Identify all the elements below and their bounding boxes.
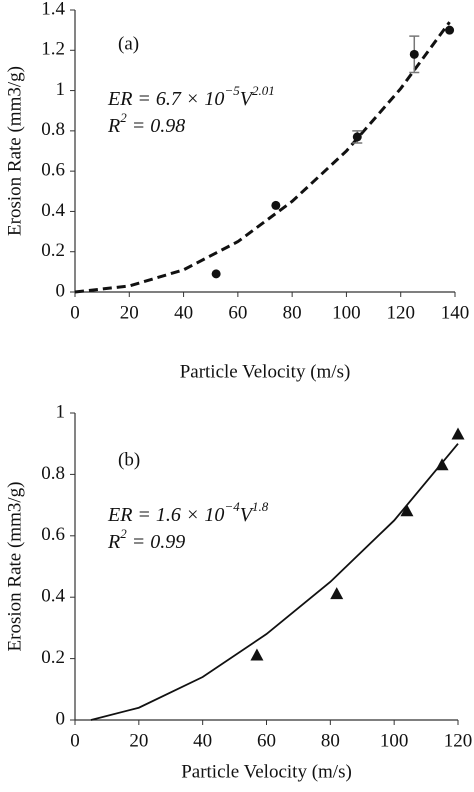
data-point: [352, 132, 362, 142]
panel-label: (a): [118, 33, 139, 54]
x-tick-label: 60: [257, 730, 276, 751]
y-axis-label: Erosion Rate (mm3/g): [4, 482, 25, 652]
equation-part: V: [240, 88, 255, 110]
x-tick-label: 100: [332, 302, 361, 323]
y-tick-label: 0.8: [41, 119, 65, 140]
y-tick-label: 0.2: [41, 240, 65, 261]
x-tick-label: 60: [228, 302, 247, 323]
data-point: [250, 648, 264, 661]
superscript: 2.01: [252, 83, 275, 98]
equation-part: = 0.99: [127, 531, 186, 553]
equation-part: R: [107, 531, 120, 553]
x-tick-label: 120: [386, 302, 415, 323]
x-tick-label: 80: [321, 730, 340, 751]
x-tick-label: 20: [120, 302, 139, 323]
x-tick-label: 100: [380, 730, 409, 751]
data-point: [445, 25, 455, 35]
y-tick-label: 0: [56, 708, 66, 729]
equation-part: V: [240, 504, 255, 526]
x-tick-label: 140: [441, 302, 470, 323]
x-tick-label: 20: [129, 730, 148, 751]
data-point: [211, 269, 221, 279]
y-tick-label: 0.4: [41, 200, 65, 221]
superscript: 2: [120, 110, 127, 125]
y-tick-label: 0.4: [41, 586, 65, 607]
y-axis-label: Erosion Rate (mm3/g): [4, 66, 25, 236]
fit-curve: [74, 21, 451, 294]
superscript: 1.8: [252, 499, 269, 514]
x-tick-label: 120: [444, 730, 473, 751]
x-tick-label: 0: [70, 302, 80, 323]
y-tick-label: 0.6: [41, 160, 65, 181]
y-tick-label: 0.8: [41, 463, 65, 484]
y-tick-label: 0: [56, 280, 66, 301]
x-axis-label: Particle Velocity (m/s): [180, 361, 351, 382]
x-axis-label: Particle Velocity (m/s): [181, 761, 352, 782]
x-tick-label: 0: [70, 730, 80, 751]
y-tick-label: 1: [56, 401, 66, 422]
x-tick-label: 40: [174, 302, 193, 323]
chart-panel: 0 0.2 0.4 0.6 0.8 1 1.2 1.4 0 20 40 60 80 100 120 140 Pa…: [4, 0, 469, 382]
data-point: [409, 49, 419, 59]
superscript: 2: [120, 526, 127, 541]
data-point: [451, 427, 465, 440]
y-tick-label: 1.4: [41, 0, 65, 19]
chart-panel: 0 0.2 0.4 0.6 0.8 1 0 20 40 60 80 100 120 Particle Ve…: [4, 401, 472, 782]
x-tick-label: 40: [193, 730, 212, 751]
equation: ER = 1.6 × 10−4V1.8: [107, 499, 269, 526]
equation: ER = 6.7 × 10−5V2.01: [107, 83, 275, 110]
fit-curve: [90, 443, 459, 721]
y-tick-label: 0.6: [41, 524, 65, 545]
y-tick-label: 0.2: [41, 647, 65, 668]
y-tick-label: 1: [56, 79, 66, 100]
data-point: [271, 200, 281, 210]
data-point: [435, 458, 449, 471]
equation-part: ER = 6.7 × 10: [107, 88, 224, 110]
y-tick-label: 1.2: [41, 39, 65, 60]
r-squared: R2 = 0.98: [107, 110, 185, 137]
data-point: [330, 587, 344, 600]
panel-label: (b): [118, 449, 140, 470]
x-tick-label: 80: [283, 302, 302, 323]
equation-part: ER = 1.6 × 10: [107, 504, 224, 526]
r-squared: R2 = 0.99: [107, 526, 185, 553]
equation-part: R: [107, 115, 120, 137]
superscript: −5: [224, 83, 240, 98]
superscript: −4: [224, 499, 240, 514]
data-point: [400, 504, 414, 517]
equation-part: = 0.98: [127, 115, 186, 137]
